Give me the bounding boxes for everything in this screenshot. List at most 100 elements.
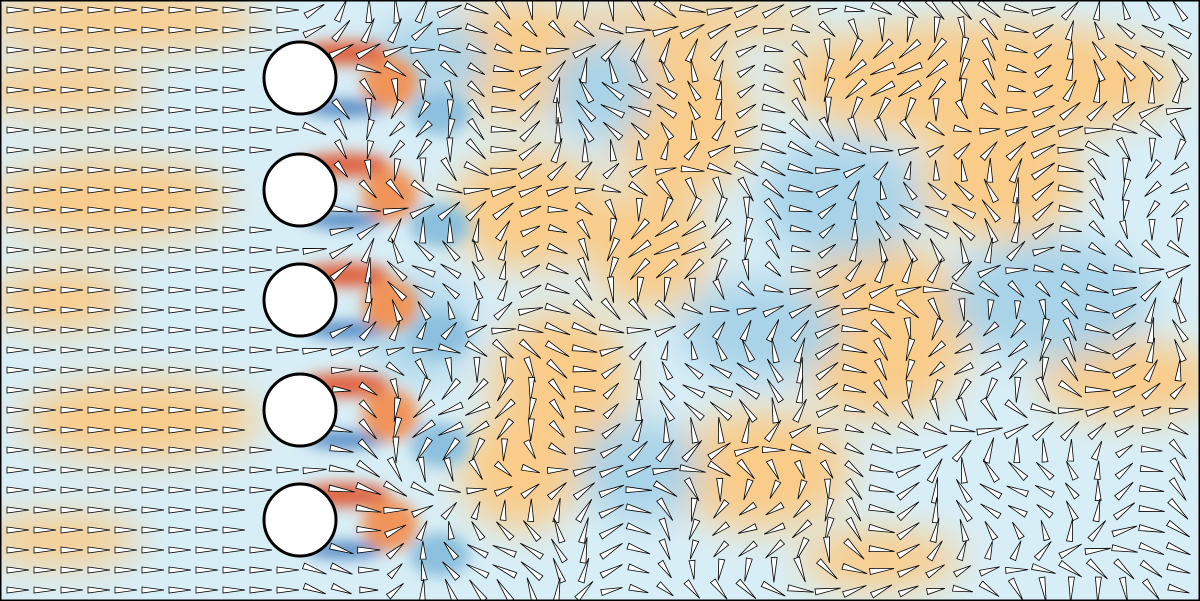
velocity-arrow [222,366,246,374]
velocity-arrow [168,46,192,54]
velocity-arrow [437,401,464,416]
velocity-arrow [868,503,895,514]
velocity-arrow [765,319,780,343]
velocity-arrow [1084,140,1110,157]
velocity-arrow [547,378,566,400]
velocity-arrow [417,100,431,118]
velocity-arrow [1041,317,1050,342]
velocity-arrow [715,257,728,281]
orange-region [800,530,960,590]
velocity-arrow [114,526,138,534]
vortex-orange [362,389,418,441]
velocity-arrow [628,341,647,361]
velocity-arrow [1061,298,1079,320]
velocity-arrow [684,38,699,64]
velocity-arrow [737,280,755,297]
velocity-arrow [358,381,378,396]
velocity-arrow [249,46,273,54]
velocity-arrow [951,203,977,220]
velocity-arrow [1093,21,1106,41]
velocity-arrow [625,503,652,514]
velocity-arrow [712,176,725,203]
velocity-arrow [355,43,381,60]
velocity-arrow [953,142,971,160]
velocity-arrow [6,566,30,574]
velocity-arrow [928,340,947,358]
velocity-arrow [743,196,751,223]
velocity-arrow [979,397,998,421]
velocity-arrow [523,520,542,542]
velocity-arrow [878,17,886,42]
velocity-arrow [1058,204,1083,213]
velocity-arrow [844,442,865,455]
velocity-arrow [497,240,508,261]
velocity-arrow [1033,43,1053,59]
velocity-arrow [527,498,535,522]
velocity-arrow [1140,280,1162,302]
velocity-arrow [683,141,700,161]
velocity-arrow [1116,136,1132,162]
velocity-arrow [386,260,408,282]
velocity-arrow [520,225,541,238]
velocity-arrow [470,501,481,521]
velocity-arrow [87,386,111,394]
velocity-arrow [842,383,867,393]
velocity-arrow [389,120,406,137]
velocity-arrow [736,362,760,381]
velocity-arrow [436,4,462,19]
velocity-arrow [681,440,703,463]
velocity-arrow [1065,59,1074,82]
velocity-arrow [518,338,542,359]
velocity-arrow [141,6,165,14]
velocity-arrow [842,164,866,179]
velocity-arrow [925,59,949,79]
velocity-arrow [168,546,192,554]
velocity-arrow [33,86,57,94]
velocity-arrow [688,559,696,580]
velocity-arrow [393,158,402,182]
velocity-arrow [416,138,433,160]
velocity-arrow [576,218,591,240]
velocity-arrow [1030,162,1056,181]
velocity-arrow [195,446,219,454]
velocity-arrow [447,118,456,142]
velocity-arrow [141,86,165,94]
velocity-arrow [625,465,652,478]
velocity-arrow [249,486,273,494]
velocity-arrow [819,459,834,479]
velocity-arrow [518,65,542,78]
velocity-arrow [168,26,192,34]
velocity-arrow [33,126,57,134]
velocity-arrow [467,377,489,400]
velocity-arrow [661,196,674,222]
velocity-arrow [868,303,895,314]
velocity-arrow [1168,477,1187,501]
velocity-arrow [706,7,733,16]
velocity-arrow [87,506,111,514]
velocity-arrow [1088,177,1105,201]
velocity-arrow [526,577,539,601]
velocity-arrow [222,506,246,514]
velocity-arrow [60,6,84,14]
velocity-arrow [1085,283,1110,294]
velocity-arrow [114,506,138,514]
velocity-arrow [444,578,459,601]
velocity-arrow [657,559,672,579]
velocity-arrow [141,126,165,134]
velocity-arrow [1034,64,1052,79]
velocity-arrow [1032,201,1054,222]
velocity-arrow [415,520,428,542]
velocity-arrow [1144,180,1162,197]
velocity-arrow [60,86,84,94]
velocity-arrow [869,568,895,575]
velocity-arrow [815,284,839,299]
velocity-arrow [60,126,84,134]
velocity-arrow [471,437,486,462]
velocity-arrow [1114,481,1134,501]
velocity-arrow [195,206,219,214]
velocity-arrow [689,539,700,560]
velocity-arrow [905,358,916,380]
velocity-arrow [1088,220,1106,238]
velocity-arrow [249,226,273,234]
velocity-arrow [437,43,461,54]
